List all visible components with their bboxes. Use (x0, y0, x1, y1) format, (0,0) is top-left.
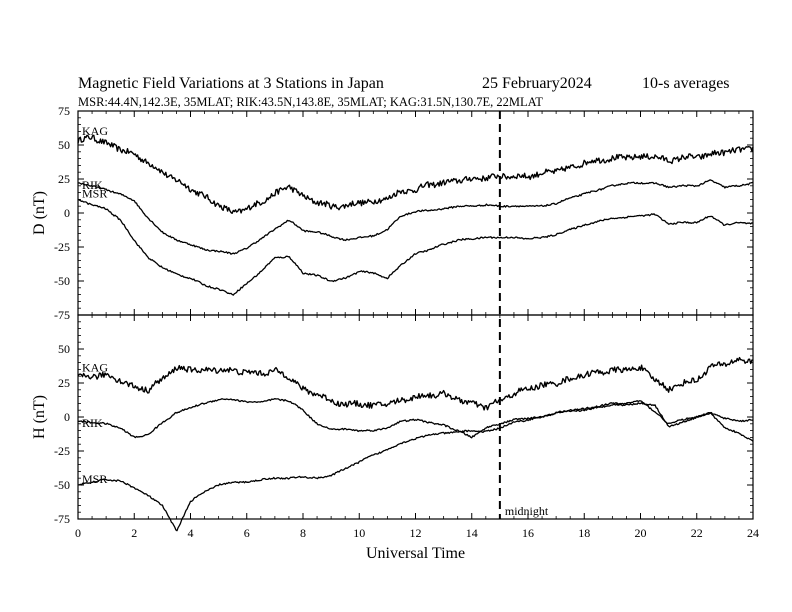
x-tick-label: 2 (131, 526, 137, 540)
y-tick-label-d: -50 (54, 274, 70, 288)
x-tick-label: 14 (466, 526, 478, 540)
x-tick-label: 20 (635, 526, 647, 540)
series-label-kag-d: KAG (82, 124, 108, 138)
x-tick-label: 6 (244, 526, 250, 540)
y-tick-label-d: -25 (54, 240, 70, 254)
x-tick-label: 10 (353, 526, 365, 540)
chart-date: 25 February2024 (482, 75, 592, 92)
y-tick-label-d: -75 (54, 308, 70, 322)
y-tick-label-d: 75 (58, 104, 70, 118)
y-tick-label-h: -50 (54, 478, 70, 492)
x-tick-label: 18 (578, 526, 590, 540)
y-tick-label-h: -75 (54, 512, 70, 526)
y-tick-label-h: 0 (64, 410, 70, 424)
x-tick-label: 24 (747, 526, 759, 540)
series-line-kag-h (77, 356, 753, 411)
y-tick-label-h: 25 (58, 376, 70, 390)
midnight-label: midnight (505, 504, 549, 518)
y-axis-label-d: D (nT) (31, 191, 48, 235)
series-line-rik-d (77, 179, 754, 255)
x-tick-label: 8 (300, 526, 306, 540)
series-label-msr-d: MSR (82, 186, 107, 200)
series-line-msr-h (77, 400, 754, 532)
y-tick-label-h: 50 (58, 342, 70, 356)
series-line-kag-d (77, 134, 754, 215)
y-tick-label-h: -25 (54, 444, 70, 458)
y-tick-label-d: 0 (64, 206, 70, 220)
x-tick-label: 22 (691, 526, 703, 540)
chart-averaging: 10-s averages (642, 75, 730, 92)
plot-frame-h (77, 314, 754, 520)
series-label-rik-h: RIK (82, 416, 103, 430)
x-tick-label: 4 (188, 526, 194, 540)
plot-frame-d (77, 110, 754, 316)
series-label-kag-h: KAG (82, 361, 108, 375)
series-line-rik-h (77, 397, 754, 439)
series-line-msr-d (77, 198, 754, 296)
station-info: MSR:44.4N,142.3E, 35MLAT; RIK:43.5N,143.… (78, 95, 543, 109)
x-tick-label: 16 (522, 526, 534, 540)
x-tick-label: 0 (75, 526, 81, 540)
series-label-msr-h: MSR (82, 472, 107, 486)
x-tick-label: 12 (410, 526, 422, 540)
series-label-rik-d: RIK (82, 178, 103, 192)
y-tick-label-d: 25 (58, 172, 70, 186)
y-axis-label-h: H (nT) (31, 395, 48, 439)
chart-title: Magnetic Field Variations at 3 Stations … (78, 75, 384, 92)
y-tick-label-d: 50 (58, 138, 70, 152)
x-axis-label: Universal Time (366, 545, 465, 562)
